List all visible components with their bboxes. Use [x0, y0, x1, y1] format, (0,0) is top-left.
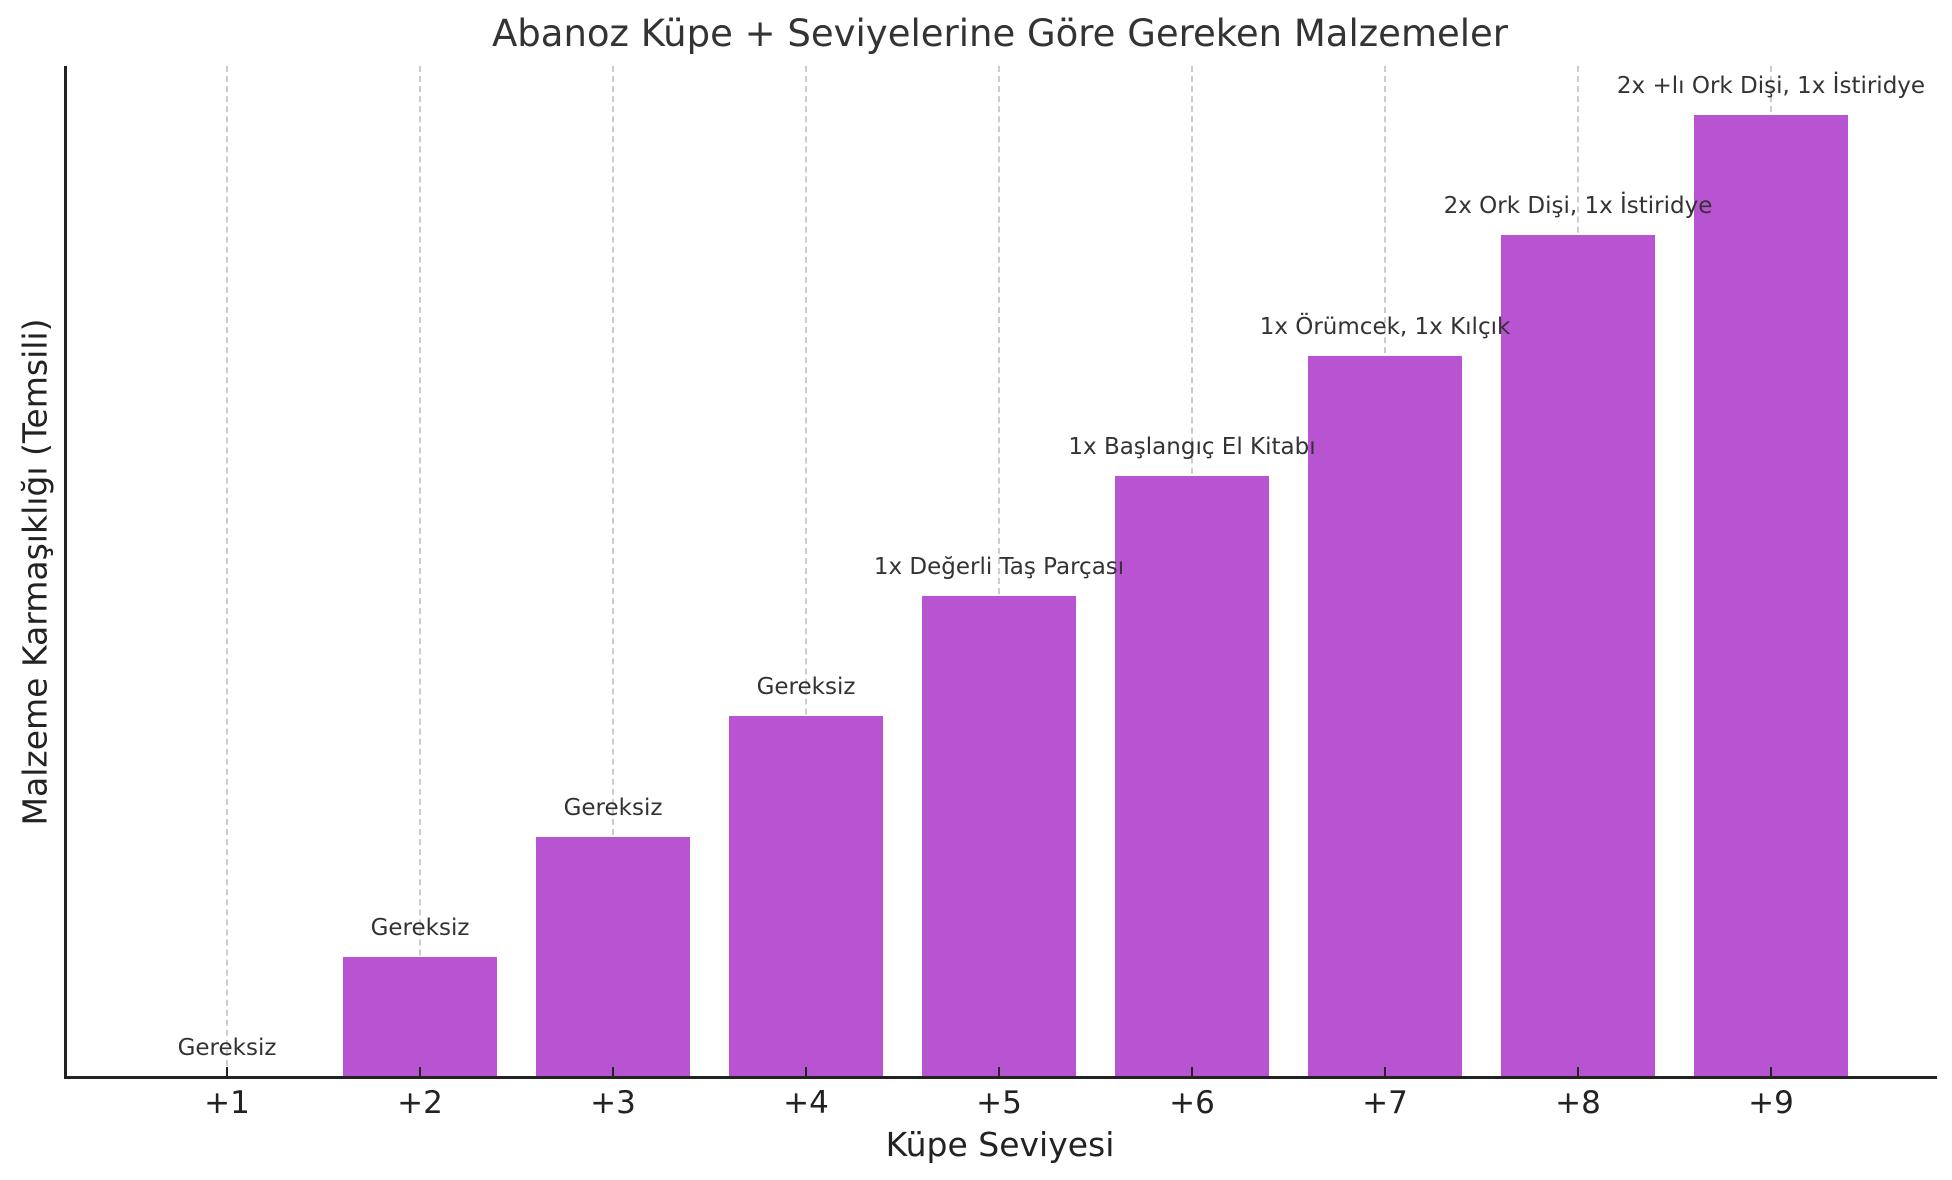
x-tick-label: +3 — [590, 1085, 636, 1121]
x-tick-label: +4 — [783, 1085, 829, 1121]
x-tick-label: +2 — [397, 1085, 443, 1121]
x-tick — [612, 1067, 614, 1077]
x-tick-label: +5 — [976, 1085, 1022, 1121]
x-tick — [1770, 1067, 1772, 1077]
gridline — [612, 66, 614, 1076]
bar-annotation: Gereksiz — [370, 914, 470, 941]
bar-plus9 — [1694, 115, 1848, 1077]
x-axis-label: Küpe Seviyesi — [885, 1125, 1115, 1164]
bar-annotation: Gereksiz — [177, 1035, 277, 1061]
x-tick-label: +1 — [204, 1085, 250, 1121]
gridline — [419, 66, 421, 1076]
gridline — [226, 66, 228, 1076]
x-tick — [1384, 1067, 1386, 1077]
bar-annotation: 1x Değerli Taş Parçası — [873, 554, 1125, 580]
x-tick — [998, 1067, 1000, 1077]
x-axis-line — [64, 1076, 1937, 1079]
chart-title: Abanoz Küpe + Seviyelerine Göre Gereken … — [491, 12, 1509, 55]
bar-annotation: 1x Örümcek, 1x Kılçık — [1259, 313, 1511, 340]
x-tick-label: +8 — [1555, 1085, 1601, 1121]
x-tick — [226, 1067, 228, 1077]
bar-plus5 — [922, 596, 1076, 1077]
bar-annotation: 2x +lı Ork Dişi, 1x İstiridye — [1616, 73, 1926, 99]
bar-annotation: Gereksiz — [563, 794, 663, 821]
x-tick — [1577, 1067, 1579, 1077]
bar-plus4 — [729, 716, 883, 1077]
x-tick-label: +6 — [1169, 1085, 1215, 1121]
bar-plus8 — [1501, 235, 1655, 1077]
bar-annotation: 2x Ork Dişi, 1x İstiridye — [1443, 193, 1713, 220]
bar-plus2 — [343, 956, 497, 1077]
x-tick — [1191, 1067, 1193, 1077]
bar-annotation: 1x Başlangıç El Kitabı — [1068, 433, 1316, 460]
bar-annotation: Gereksiz — [756, 674, 856, 701]
x-tick — [419, 1067, 421, 1077]
bar-plus7 — [1308, 355, 1462, 1077]
bar-plus6 — [1115, 475, 1269, 1077]
gridline — [805, 66, 807, 1076]
bar-plus3 — [536, 836, 690, 1077]
gridline — [998, 66, 1000, 1076]
x-tick — [805, 1067, 807, 1077]
y-axis-label: Malzeme Karmaşıklığı (Temsili) — [15, 318, 55, 826]
x-tick-label: +9 — [1748, 1085, 1794, 1121]
y-axis-line — [64, 66, 67, 1079]
x-tick-label: +7 — [1362, 1085, 1408, 1121]
